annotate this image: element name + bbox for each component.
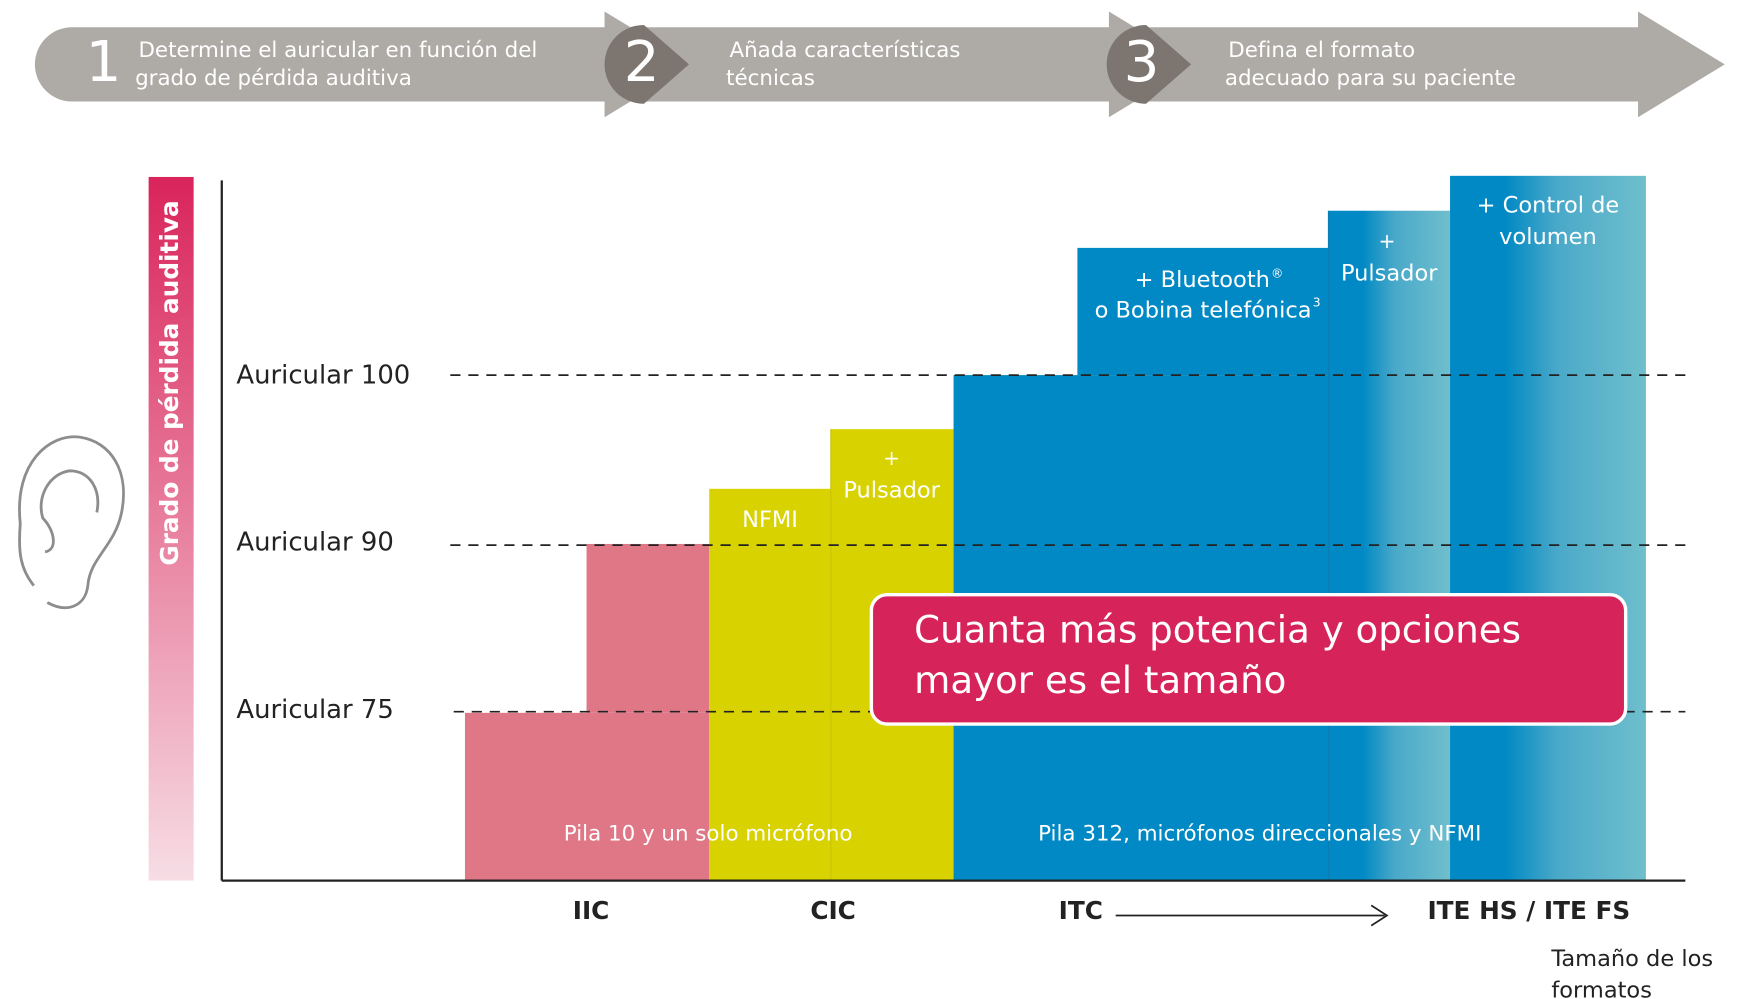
size-arrow [1115, 904, 1389, 927]
step-text: grado de pérdida auditiva [135, 66, 412, 91]
feature-label: Pulsador [843, 478, 940, 504]
x-axis-label: formatos [1551, 977, 1652, 999]
feature-sup: ® [1271, 266, 1283, 280]
level-label: Auricular 75 [236, 695, 393, 725]
blocks [464, 175, 1646, 881]
level-label: Auricular 90 [236, 527, 393, 557]
step-text: técnicas [726, 66, 815, 91]
feature-sup: 3 [1313, 296, 1321, 310]
step-number: 1 [86, 30, 122, 95]
level-label: Auricular 100 [236, 361, 410, 391]
step-text: Defina el formato [1228, 38, 1415, 63]
x-axis-label: Tamaño de los [1550, 946, 1713, 972]
step-number: 3 [1124, 30, 1160, 95]
battery-note: Pila 10 y un solo micrófono [564, 821, 853, 846]
callout-text: Cuanta más potencia y opciones [914, 608, 1521, 651]
y-axis-label: Grado de pérdida auditiva [155, 200, 184, 565]
feature-label: + [883, 446, 900, 470]
callout-box [869, 592, 1628, 726]
feature-label: + Control de [1477, 193, 1620, 219]
step-text: adecuado para su paciente [1225, 66, 1516, 91]
ear-icon [18, 435, 125, 609]
step-banner [34, 11, 1725, 118]
format-label: ITE HS / ITE FS [1427, 896, 1630, 925]
battery-note: Pila 312, micrófonos direccionales y NFM… [1038, 821, 1481, 846]
feature-label: volumen [1499, 224, 1597, 250]
feature-label: Pulsador [1341, 260, 1438, 286]
loss-gradient [148, 176, 194, 881]
step-text: Añada características [730, 38, 961, 63]
format-label: CIC [810, 896, 856, 925]
feature-label: o Bobina telefónica [1095, 297, 1312, 323]
callout-text: mayor es el tamaño [914, 659, 1286, 702]
format-label: IIC [573, 896, 610, 925]
feature-label: NFMI [742, 507, 798, 533]
step-number: 2 [624, 30, 660, 95]
feature-label: + [1379, 229, 1396, 253]
step-text: Determine el auricular en función del [138, 38, 537, 63]
format-label: ITC [1059, 896, 1103, 925]
feature-label: + Bluetooth [1135, 267, 1270, 293]
